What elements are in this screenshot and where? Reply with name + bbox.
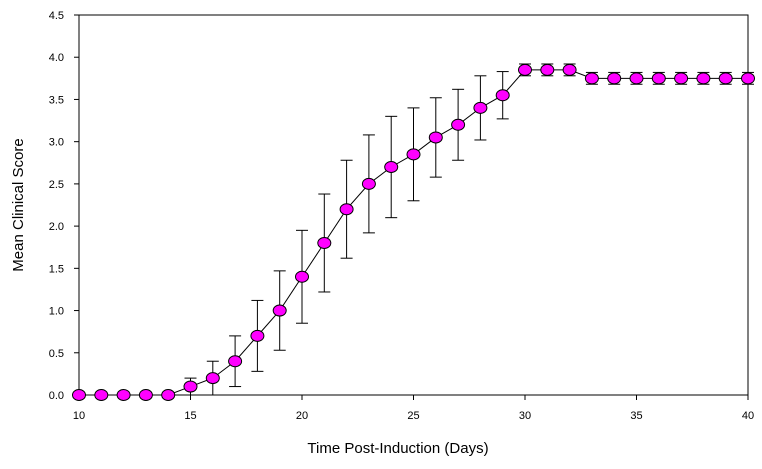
y-tick-label: 1.5 xyxy=(49,263,64,275)
y-tick-label: 1.0 xyxy=(49,306,64,318)
data-point xyxy=(272,304,287,317)
data-point xyxy=(250,329,265,342)
data-point xyxy=(317,237,332,249)
data-point xyxy=(72,389,86,401)
y-tick-label: 0.5 xyxy=(49,348,64,360)
x-axis-title: Time Post-Induction (Days) xyxy=(307,440,488,457)
data-point xyxy=(138,389,153,401)
x-tick-label: 30 xyxy=(519,410,531,422)
y-tick-label: 3.0 xyxy=(49,137,64,149)
data-point xyxy=(205,372,220,385)
data-point xyxy=(428,131,443,144)
data-point xyxy=(495,89,510,102)
data-point xyxy=(183,380,198,393)
data-point xyxy=(451,118,466,131)
data-point xyxy=(94,389,109,401)
x-tick-label: 25 xyxy=(407,410,419,422)
data-point xyxy=(473,101,488,114)
data-point xyxy=(406,148,421,161)
data-point xyxy=(339,203,354,216)
plot-area-frame xyxy=(78,14,749,396)
data-point xyxy=(651,72,666,85)
data-point xyxy=(584,72,599,85)
x-axis-ticks: 10 15 20 25 30 35 40 xyxy=(73,395,754,422)
y-tick-label: 4.5 xyxy=(49,10,64,22)
data-point xyxy=(540,63,555,76)
data-point xyxy=(696,72,711,85)
data-point xyxy=(384,161,399,173)
data-point xyxy=(518,63,532,76)
data-point xyxy=(228,355,243,368)
y-tick-label: 4.0 xyxy=(49,52,64,64)
data-point xyxy=(161,389,176,401)
x-tick-label: 10 xyxy=(73,410,85,422)
data-point xyxy=(674,72,689,85)
y-tick-label: 3.5 xyxy=(49,94,64,106)
x-tick-label: 15 xyxy=(184,410,196,422)
data-point xyxy=(361,177,376,190)
data-point xyxy=(562,63,577,76)
x-tick-label: 20 xyxy=(296,410,308,422)
y-tick-label: 0.0 xyxy=(49,390,64,402)
x-tick-label: 35 xyxy=(630,410,642,422)
data-point xyxy=(116,389,131,401)
y-axis-ticks: 0.0 0.5 1.0 1.5 2.0 2.5 3.0 3.5 4.0 4.5 xyxy=(49,10,79,402)
data-point xyxy=(718,72,733,85)
y-tick-label: 2.0 xyxy=(49,221,64,233)
x-tick-label: 40 xyxy=(742,410,754,422)
data-point xyxy=(741,72,755,85)
data-point xyxy=(607,72,622,85)
y-axis-title: Mean Clinical Score xyxy=(10,138,27,271)
data-markers xyxy=(72,63,755,401)
data-point xyxy=(295,270,309,283)
data-point xyxy=(629,72,644,85)
y-tick-label: 2.5 xyxy=(49,179,64,191)
